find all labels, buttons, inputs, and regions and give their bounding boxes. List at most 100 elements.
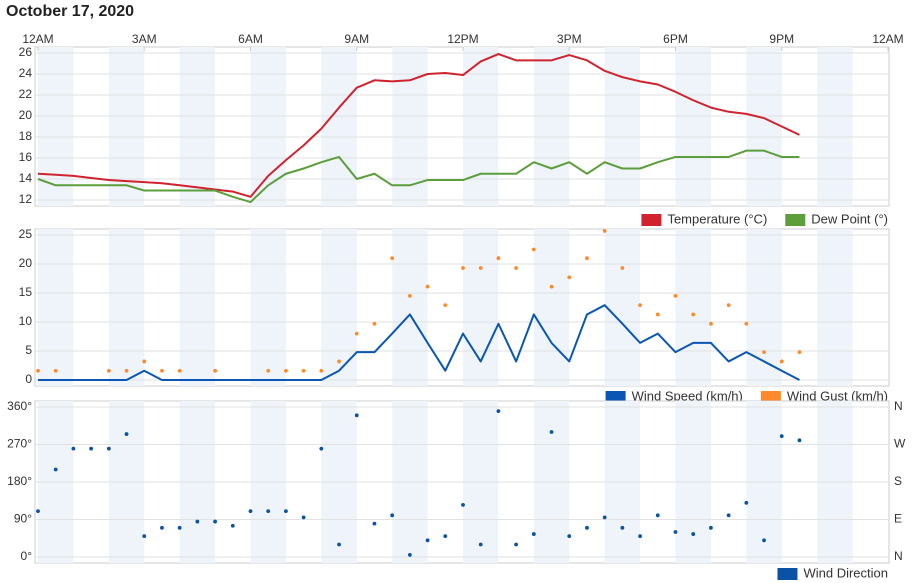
series-point: [744, 321, 749, 326]
series-point: [602, 515, 607, 520]
legend-swatch: [641, 214, 662, 226]
series-point: [301, 368, 306, 373]
series-point: [425, 284, 430, 289]
y2-tick-label: S: [894, 474, 902, 488]
hour-band: [746, 47, 782, 206]
y-tick-label: 15: [19, 285, 33, 299]
series-point: [36, 368, 40, 373]
legend-swatch: [785, 214, 806, 226]
y-tick-label: 25: [19, 227, 33, 241]
hour-band: [817, 47, 853, 206]
series-point: [248, 509, 253, 514]
chart-title: October 17, 2020: [6, 3, 134, 20]
series-point: [620, 266, 625, 270]
y2-tick-label: N: [894, 549, 903, 563]
series-point: [691, 312, 696, 317]
series-point: [106, 368, 111, 373]
series-point: [726, 303, 731, 308]
y-tick-label: 360°: [7, 399, 32, 413]
series-point: [53, 467, 58, 472]
y2-tick-label: N: [894, 399, 903, 413]
y-tick-label: 16: [19, 150, 33, 164]
y-tick-label: 180°: [7, 474, 32, 488]
series-point: [354, 413, 359, 418]
hour-band: [604, 229, 641, 386]
y-tick-label: 10: [19, 314, 33, 328]
legend-swatch: [605, 391, 626, 403]
y-tick-label: 12: [19, 192, 33, 206]
series-point: [620, 525, 625, 530]
series-point: [673, 530, 678, 534]
y-tick-label: 14: [19, 171, 33, 185]
series-point: [691, 532, 696, 536]
series-point: [230, 523, 235, 528]
hour-band: [392, 229, 428, 386]
x-tick-label: 6AM: [238, 32, 263, 46]
series-point: [372, 321, 377, 326]
x-tick-label: 12PM: [447, 32, 478, 46]
series-line: [38, 304, 800, 381]
legend-label: Wind Speed (km/h): [632, 388, 743, 403]
series-line: [37, 149, 800, 204]
series-point: [284, 509, 288, 514]
series-point: [354, 331, 359, 336]
series-point: [797, 438, 802, 443]
y-tick-label: 22: [19, 87, 33, 101]
series-point: [709, 321, 713, 326]
x-tick-label: 9PM: [769, 32, 794, 46]
hour-band: [675, 47, 711, 206]
series-point: [142, 534, 147, 539]
legend-swatch: [760, 391, 781, 403]
hour-band: [179, 229, 216, 386]
y-tick-label: 20: [19, 108, 33, 122]
series-point: [425, 538, 430, 543]
y-tick-label: 18: [19, 129, 33, 143]
series-point: [372, 521, 377, 526]
hour-band: [250, 47, 286, 206]
series-point: [177, 368, 182, 373]
hour-band: [604, 47, 641, 206]
y-tick-label: 0°: [21, 549, 33, 563]
series-point: [124, 432, 129, 436]
series-point: [585, 256, 589, 261]
y-tick-label: 90°: [14, 512, 32, 526]
series-point: [549, 430, 554, 434]
x-tick-label: 9AM: [344, 32, 369, 46]
legend-swatch: [777, 568, 798, 580]
y2-tick-label: W: [894, 437, 906, 451]
hour-band: [817, 229, 853, 386]
legend-label: Wind Direction: [803, 565, 888, 580]
series-point: [514, 542, 519, 547]
series-point: [567, 534, 572, 539]
series-point: [726, 513, 731, 518]
y-tick-label: 5: [25, 343, 32, 357]
series-point: [390, 256, 395, 261]
y-tick-label: 20: [19, 256, 33, 270]
series-point: [266, 509, 271, 514]
series-point: [177, 525, 182, 530]
series-point: [319, 446, 324, 451]
hour-band: [179, 47, 216, 206]
x-tick-label: 12AM: [872, 32, 903, 46]
series-point: [160, 525, 164, 530]
x-tick-label: 6PM: [663, 32, 688, 46]
series-point: [337, 359, 341, 364]
series-point: [160, 368, 164, 373]
series-point: [531, 532, 536, 536]
series-point: [655, 312, 660, 317]
series-point: [514, 266, 519, 270]
series-point: [106, 446, 111, 451]
series-point: [496, 256, 501, 261]
series-point: [142, 359, 147, 364]
hour-band: [533, 229, 570, 386]
series-point: [266, 368, 271, 373]
hour-band: [38, 47, 74, 206]
series-point: [53, 368, 58, 373]
series-point: [461, 266, 465, 270]
series-point: [407, 294, 412, 298]
series-point: [709, 525, 713, 530]
y-tick-label: 0: [25, 372, 32, 386]
series-point: [602, 229, 607, 233]
series-point: [567, 275, 572, 280]
